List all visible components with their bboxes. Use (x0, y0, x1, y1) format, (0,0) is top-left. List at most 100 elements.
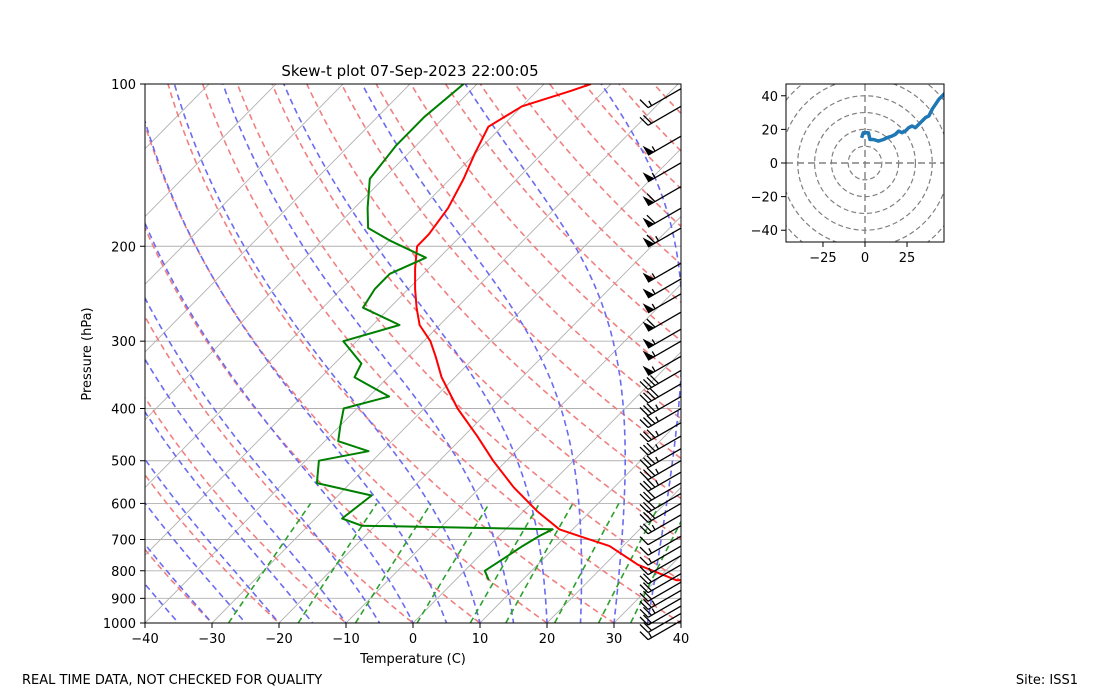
isotherm-line (145, 84, 679, 623)
dry-adiabat (167, 84, 616, 623)
dry-adiabat (145, 314, 415, 623)
site-label: Site: ISS1 (1015, 673, 1078, 688)
moist-adiabat (680, 619, 681, 623)
wind-barb (639, 435, 682, 456)
dry-adiabat (145, 473, 281, 623)
hodograph-plot-area (786, 84, 944, 242)
quality-disclaimer: REAL TIME DATA, NOT CHECKED FOR QUALITY (22, 673, 323, 688)
wind-barb (639, 460, 682, 481)
x-tick-label: 20 (539, 632, 556, 647)
dry-adiabats (145, 72, 1100, 634)
wind-barb (639, 620, 682, 641)
mixing-ratio-line (469, 502, 541, 623)
skewt-y-axis: 100 200 300 400 500 600 700 800 900 1000 (103, 78, 145, 632)
isotherm-line (145, 84, 612, 556)
moist-adiabat (600, 84, 681, 623)
moist-adiabat (464, 84, 627, 623)
x-tick-label: −30 (198, 632, 225, 647)
wind-barb (642, 207, 682, 228)
x-tick-label: 40 (673, 632, 690, 647)
wind-barb (639, 564, 682, 585)
temperature-series (414, 84, 681, 582)
isotherm-line (0, 72, 20, 634)
mixing-ratio-line (227, 502, 312, 623)
y-tick-label: 900 (111, 592, 136, 607)
dry-adiabat (145, 122, 549, 623)
mixing-ratio-line (297, 502, 378, 623)
hodograph-x-tick-label: 25 (899, 251, 916, 266)
wind-barb (639, 369, 682, 391)
dry-adiabat (201, 84, 681, 623)
wind-barb (642, 135, 682, 156)
wind-barbs (639, 88, 682, 641)
skewt-y-label: Pressure (hPa) (80, 307, 95, 400)
isotherm-line (0, 72, 87, 634)
isotherm-line (0, 72, 154, 634)
wind-barb (639, 589, 682, 610)
wind-barb (639, 573, 682, 594)
isotherm-line (278, 215, 681, 623)
hodograph-y-tick-label: 40 (761, 90, 778, 105)
wind-barb (639, 492, 682, 514)
wind-barb (642, 340, 682, 361)
wind-barb (639, 482, 682, 503)
wind-barb (639, 597, 682, 618)
moist-adiabat (222, 84, 515, 623)
wind-barb (642, 227, 682, 248)
moist-adiabat (145, 118, 448, 623)
wind-barb (642, 328, 682, 349)
moist-adiabat (145, 221, 414, 623)
isotherm-line (145, 84, 411, 353)
sounding-series (315, 84, 681, 582)
dry-adiabat (444, 84, 681, 342)
hodograph-line (859, 91, 944, 143)
isotherm-grid (0, 72, 1100, 634)
hodograph-y-tick-label: 0 (770, 157, 778, 172)
wind-barb (639, 88, 682, 109)
x-tick-label: −40 (131, 632, 158, 647)
moist-adiabat (145, 501, 247, 623)
isotherm-line (546, 486, 681, 623)
wind-barb (639, 581, 682, 602)
hodograph-x-tick-label: −25 (809, 251, 836, 266)
wind-barb (639, 502, 682, 523)
hodograph-ring (813, 111, 917, 215)
dry-adiabat (548, 84, 681, 228)
moist-adiabats (145, 84, 681, 623)
wind-barb (639, 555, 682, 576)
dry-adiabat (236, 84, 681, 582)
isotherm-line (737, 72, 1100, 634)
wind-barb (639, 525, 682, 546)
mixing-ratio-line (354, 502, 432, 623)
wind-barb (642, 355, 682, 376)
x-tick-label: 0 (409, 632, 417, 647)
y-tick-label: 500 (111, 455, 136, 470)
skewt-plot-area (0, 72, 1100, 634)
hodograph-panel: −25 0 25 40 20 0 −20 −40 (751, 83, 945, 266)
wind-barb (642, 293, 682, 314)
y-tick-label: 100 (111, 78, 136, 93)
skewt-panel: Skew-t plot 07-Sep-2023 22:00:05 −40 −30 −… (0, 62, 1100, 667)
isotherm-line (145, 84, 210, 150)
hodograph-rings (786, 84, 944, 242)
wind-barb (639, 383, 682, 404)
y-tick-label: 300 (111, 335, 136, 350)
skewt-title: Skew-t plot 07-Sep-2023 22:00:05 (281, 62, 538, 80)
wind-barb (639, 448, 682, 469)
moist-adiabat (145, 582, 180, 623)
wind-barb (639, 422, 682, 443)
y-tick-label: 1000 (103, 617, 136, 632)
wind-barb (639, 407, 682, 429)
moist-adiabat (145, 357, 348, 623)
dry-adiabat (145, 396, 348, 623)
dry-adiabat (145, 226, 482, 623)
hodograph-y-tick-label: −40 (751, 224, 778, 239)
dry-adiabat (746, 72, 1100, 634)
isotherm-line (412, 351, 681, 623)
wind-barb (642, 311, 682, 332)
dry-adiabat (618, 84, 681, 153)
y-tick-label: 700 (111, 534, 136, 549)
dry-adiabat (652, 84, 681, 115)
moist-adiabat (361, 84, 583, 623)
